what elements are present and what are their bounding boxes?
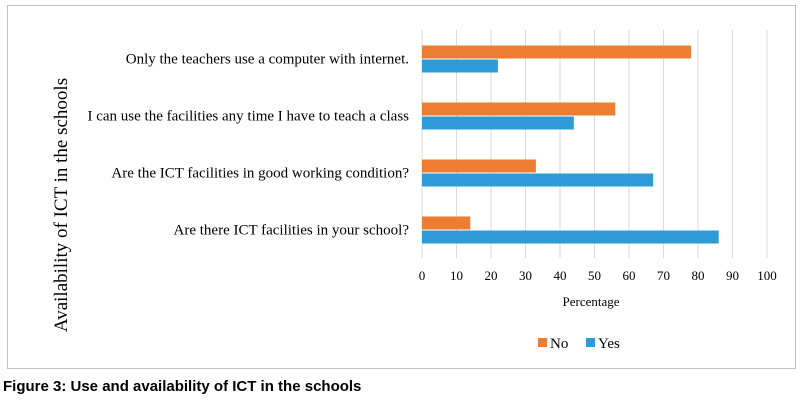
bar-no-3: [422, 216, 471, 230]
chart-frame: [7, 5, 796, 369]
bar-no-1: [422, 102, 616, 116]
legend-swatch-yes: [586, 338, 595, 347]
bar-no-0: [422, 45, 692, 59]
x-tick-label: 100: [757, 268, 777, 283]
y-axis-title: Availability of ICT in the schools: [51, 78, 72, 332]
x-tick-label: 30: [519, 268, 532, 283]
x-tick-label: 70: [657, 268, 670, 283]
figure-caption: Figure 3: Use and availability of ICT in…: [3, 378, 362, 395]
bar-yes-0: [422, 59, 498, 73]
x-tick-label: 50: [588, 268, 601, 283]
x-tick-labels: 0 10 20 30 40 50 60 70 80 90 100: [419, 268, 777, 283]
x-tick-label: 10: [450, 268, 463, 283]
legend: No Yes: [538, 336, 620, 352]
x-tick-label: 40: [554, 268, 567, 283]
bars: [422, 45, 719, 244]
bar-yes-1: [422, 116, 574, 130]
category-label: I can use the facilities any time I have…: [87, 109, 409, 125]
x-axis-title: Percentage: [562, 294, 619, 309]
bar-no-2: [422, 159, 536, 173]
category-label: Only the teachers use a computer with in…: [126, 52, 409, 68]
legend-label-yes: Yes: [598, 336, 620, 352]
x-tick-label: 80: [692, 268, 705, 283]
bar-yes-2: [422, 173, 654, 187]
category-label: Are the ICT facilities in good working c…: [111, 166, 409, 182]
legend-label-no: No: [550, 336, 568, 352]
category-label: Are there ICT facilities in your school?: [174, 223, 410, 239]
x-tick-label: 60: [623, 268, 636, 283]
legend-swatch-no: [538, 338, 547, 347]
x-tick-label: 90: [726, 268, 739, 283]
x-tick-label: 20: [485, 268, 498, 283]
bar-yes-3: [422, 230, 719, 244]
category-labels: Only the teachers use a computer with in…: [87, 52, 409, 239]
x-tick-label: 0: [419, 268, 426, 283]
